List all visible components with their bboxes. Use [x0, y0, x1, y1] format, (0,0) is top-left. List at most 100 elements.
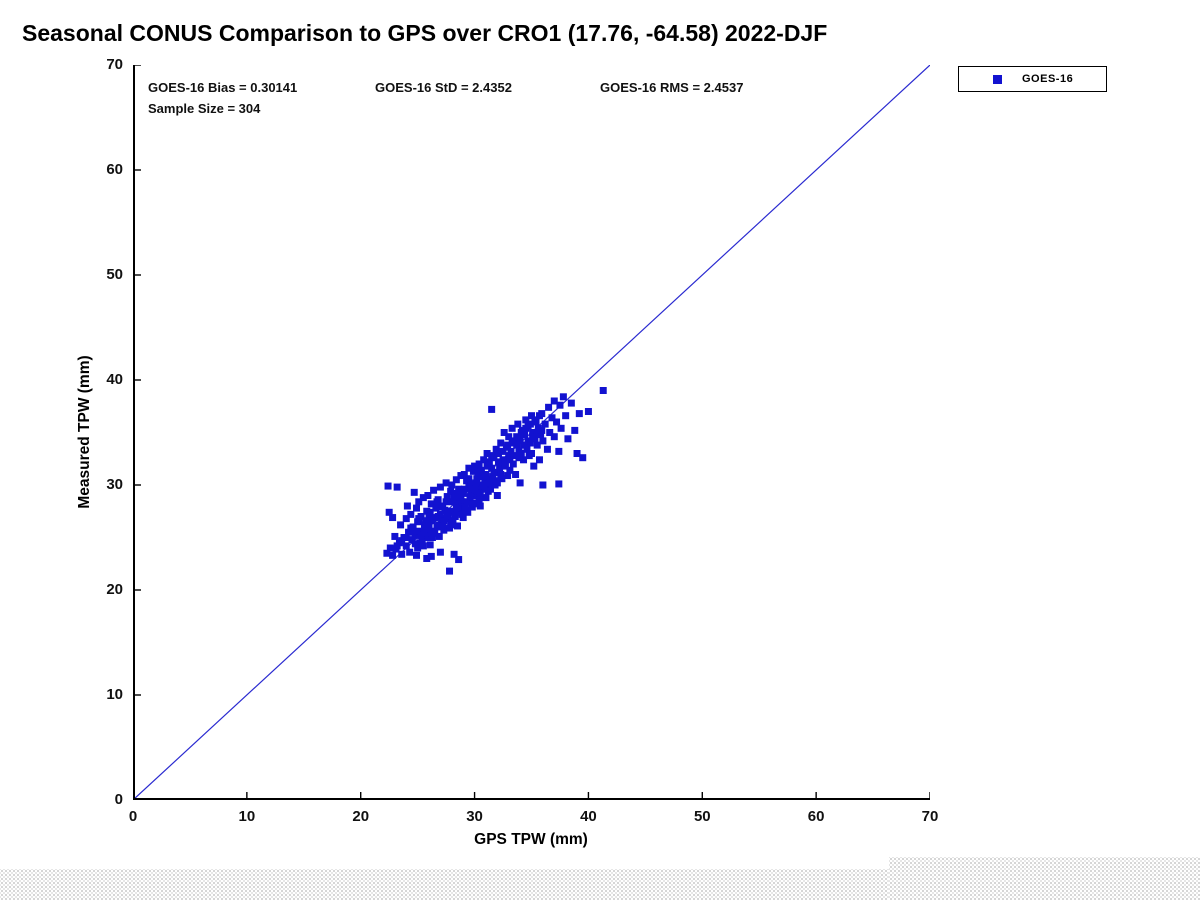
scatter-point: [498, 475, 506, 483]
scatter-point: [504, 472, 512, 480]
scatter-point: [494, 450, 502, 457]
scatter-point: [513, 433, 521, 441]
chart-title: Seasonal CONUS Comparison to GPS over CR…: [22, 20, 828, 46]
scatter-point: [424, 529, 432, 537]
scatter-point: [460, 485, 468, 493]
scatter-point: [391, 532, 399, 540]
scatter-point: [490, 468, 498, 476]
x-axis-label: GPS TPW (mm): [474, 831, 588, 848]
scatter-point: [407, 510, 415, 518]
scatter-point: [507, 447, 515, 455]
scatter-point: [471, 485, 479, 493]
scatter-point: [499, 456, 507, 464]
scatter-point: [515, 454, 523, 462]
scatter-point: [455, 556, 463, 564]
scatter-point: [423, 555, 431, 562]
scatter-point: [422, 517, 430, 525]
scatter-point: [425, 513, 433, 520]
scatter-point: [508, 439, 516, 447]
scatter-point: [497, 471, 505, 478]
scatter-point: [546, 429, 554, 436]
scatter-point: [440, 517, 448, 525]
scatter-point: [469, 500, 477, 508]
scatter-point: [440, 526, 448, 534]
scatter-point: [410, 488, 418, 496]
stat-rms: GOES-16 RMS = 2.4537: [600, 80, 744, 95]
scatter-point: [492, 445, 500, 453]
scatter-point: [403, 502, 411, 510]
scatter-point: [484, 487, 492, 495]
scatter-point: [493, 479, 501, 487]
scatter-point: [550, 397, 558, 405]
scatter-point: [539, 481, 547, 489]
y-tick-label: 40: [106, 371, 123, 388]
scatter-point: [516, 479, 524, 487]
scatter-point: [571, 426, 579, 434]
scatter-point: [555, 447, 563, 455]
scatter-point: [467, 480, 475, 488]
scatter-point: [411, 540, 419, 548]
scatter-point: [494, 458, 502, 466]
scatter-point: [461, 506, 469, 514]
scatter-point: [508, 424, 516, 432]
scatter-point: [476, 489, 484, 497]
scatter-point: [420, 521, 428, 529]
scatter-point: [553, 418, 561, 426]
scatter-point: [444, 508, 452, 516]
scatter-point: [528, 412, 535, 420]
scatter-point: [472, 479, 480, 487]
scatter-point: [471, 462, 479, 470]
scatter-point: [398, 537, 406, 545]
scatter-point: [452, 476, 460, 484]
scatter-point: [479, 473, 487, 481]
scatter-point: [483, 450, 491, 457]
x-tick-label: 60: [807, 808, 825, 825]
scatter-point: [433, 498, 441, 506]
scatter-point: [405, 528, 413, 536]
scatter-point: [499, 447, 507, 455]
scatter-point: [529, 429, 537, 436]
scatter-point: [415, 515, 423, 523]
scatter-point: [476, 502, 484, 510]
scatter-point: [435, 532, 443, 540]
y-tick-label: 70: [106, 56, 123, 73]
stat-std: GOES-16 StD = 2.4352: [375, 80, 512, 95]
scatter-point: [559, 393, 567, 401]
scatter-point: [522, 416, 530, 424]
plot-area: [132, 64, 931, 801]
scatter-point: [436, 483, 444, 491]
scatter-point: [514, 420, 522, 428]
scatter-point: [528, 450, 535, 457]
scatter-point: [567, 399, 575, 407]
scatter-point: [413, 504, 421, 512]
scatter-point: [411, 531, 419, 539]
scatter-point: [475, 460, 483, 468]
scatter-point: [428, 534, 436, 541]
scatter-point: [422, 534, 430, 541]
scatter-point: [504, 441, 512, 449]
scatter-point: [389, 551, 397, 559]
scatter-point: [533, 441, 541, 449]
scatter-point: [449, 498, 457, 506]
scatter-point: [402, 534, 410, 541]
scatter-point: [530, 462, 538, 470]
scatter-point: [398, 550, 406, 558]
scatter-point: [425, 523, 433, 531]
y-tick-label: 50: [106, 266, 123, 283]
scatter-point: [426, 541, 434, 549]
scatter-point: [488, 405, 496, 413]
y-tick-label: 60: [106, 161, 123, 178]
scatter-point: [430, 486, 438, 494]
scatter-point: [473, 475, 481, 483]
legend-marker-square-icon: [993, 74, 1002, 84]
scatter-point: [575, 410, 583, 418]
x-tick-label: 40: [580, 808, 597, 825]
scatter-point: [469, 467, 477, 475]
scatter-point: [485, 479, 493, 487]
scatter-point: [451, 489, 459, 497]
scatter-point: [455, 485, 463, 493]
scatter-point: [442, 479, 450, 487]
legend-series-label: GOES-16: [1022, 73, 1074, 85]
scatter-point: [427, 552, 435, 560]
